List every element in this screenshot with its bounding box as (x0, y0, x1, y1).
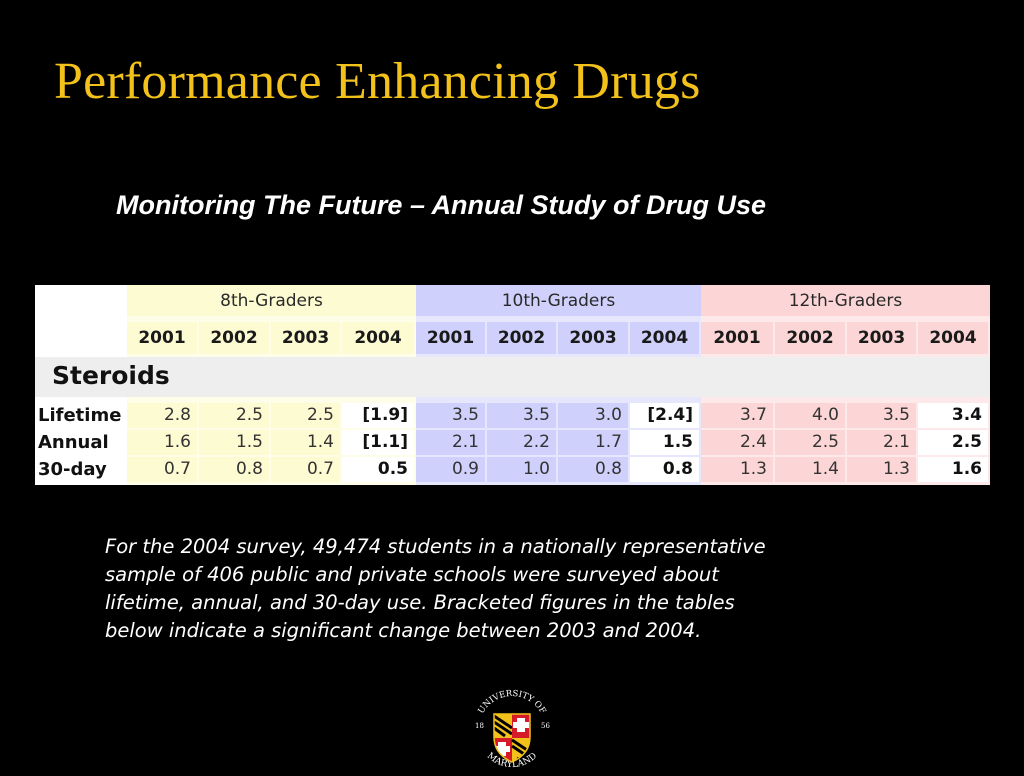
table-cell: 1.5 (630, 430, 699, 455)
row-label: 30-day (38, 459, 107, 480)
row-label: Annual (38, 432, 109, 453)
description-line: lifetime, annual, and 30-day use. Bracke… (105, 591, 735, 614)
year-column-header: 2002 (199, 322, 269, 354)
table-cell: 4.0 (775, 403, 845, 428)
table-cell: 2.8 (127, 403, 197, 428)
table-cell: 3.5 (487, 403, 556, 428)
table-cell: 1.5 (199, 430, 269, 455)
description-line: below indicate a significant change betw… (105, 619, 702, 642)
year-column-header: 2002 (487, 322, 556, 354)
table-cell: [1.9] (342, 403, 414, 428)
table-cell: 0.5 (342, 457, 414, 482)
table-cell: 2.5 (271, 403, 340, 428)
table-cell: 1.4 (775, 457, 845, 482)
table-cell: 2.4 (701, 430, 773, 455)
table-cell: 1.0 (487, 457, 556, 482)
year-column-header: 2001 (701, 322, 773, 354)
description-line: For the 2004 survey, 49,474 students in … (105, 535, 766, 558)
table-cell: 1.7 (558, 430, 628, 455)
table-cell: 2.1 (847, 430, 916, 455)
year-column-header: 2004 (342, 322, 414, 354)
university-seal-logo: UNIVERSITY OF MARYLAND 18 56 (475, 689, 550, 770)
table-cell: 3.5 (416, 403, 485, 428)
seal-ring-text-top-path: UNIVERSITY OF (476, 689, 547, 716)
table-cell: 2.5 (199, 403, 269, 428)
table-cell: 0.7 (271, 457, 340, 482)
seal-year-left: 18 (475, 722, 484, 730)
year-column-header: 2004 (918, 322, 988, 354)
year-column-header: 2003 (271, 322, 340, 354)
shield-outline (493, 713, 531, 763)
table-cell: 2.2 (487, 430, 556, 455)
section-band (35, 357, 990, 397)
table-cell: 0.8 (199, 457, 269, 482)
year-column-header: 2001 (127, 322, 197, 354)
section-label: Steroids (52, 361, 170, 390)
year-column-header: 2003 (558, 322, 628, 354)
table-cell: 2.5 (775, 430, 845, 455)
table-cell: 2.1 (416, 430, 485, 455)
table-cell: 0.8 (630, 457, 699, 482)
table-cell: 3.4 (918, 403, 988, 428)
table-cell: 0.7 (127, 457, 197, 482)
grade-group-header: 8th-Graders (127, 285, 416, 316)
table-cell: [2.4] (630, 403, 699, 428)
table-cell: 1.6 (127, 430, 197, 455)
table-cell: [1.1] (342, 430, 414, 455)
table-cell: 3.0 (558, 403, 628, 428)
year-column-header: 2003 (847, 322, 916, 354)
steroids-data-table: 8th-Graders 10th-Graders 12th-Graders 2001 2… (35, 285, 990, 485)
year-column-header: 2001 (416, 322, 485, 354)
table-cell: 3.5 (847, 403, 916, 428)
seal-ring-text-top: UNIVERSITY OF (476, 689, 547, 716)
table-cell: 1.3 (847, 457, 916, 482)
table-cell: 0.8 (558, 457, 628, 482)
survey-description: For the 2004 survey, 49,474 students in … (105, 533, 935, 645)
description-line: sample of 406 public and private schools… (105, 563, 719, 586)
table-cell: 2.5 (918, 430, 988, 455)
slide-subtitle: Monitoring The Future – Annual Study of … (116, 190, 766, 220)
grade-group-header: 10th-Graders (416, 285, 701, 316)
grade-group-header: 12th-Graders (701, 285, 990, 316)
row-label: Lifetime (38, 405, 122, 426)
table-cell: 1.4 (271, 430, 340, 455)
year-column-header: 2002 (775, 322, 845, 354)
table-cell: 1.6 (918, 457, 988, 482)
table-cell: 0.9 (416, 457, 485, 482)
table-cell: 1.3 (701, 457, 773, 482)
slide-title: Performance Enhancing Drugs (54, 53, 701, 110)
table-cell: 3.7 (701, 403, 773, 428)
seal-year-right: 56 (541, 722, 550, 730)
year-column-header: 2004 (630, 322, 699, 354)
